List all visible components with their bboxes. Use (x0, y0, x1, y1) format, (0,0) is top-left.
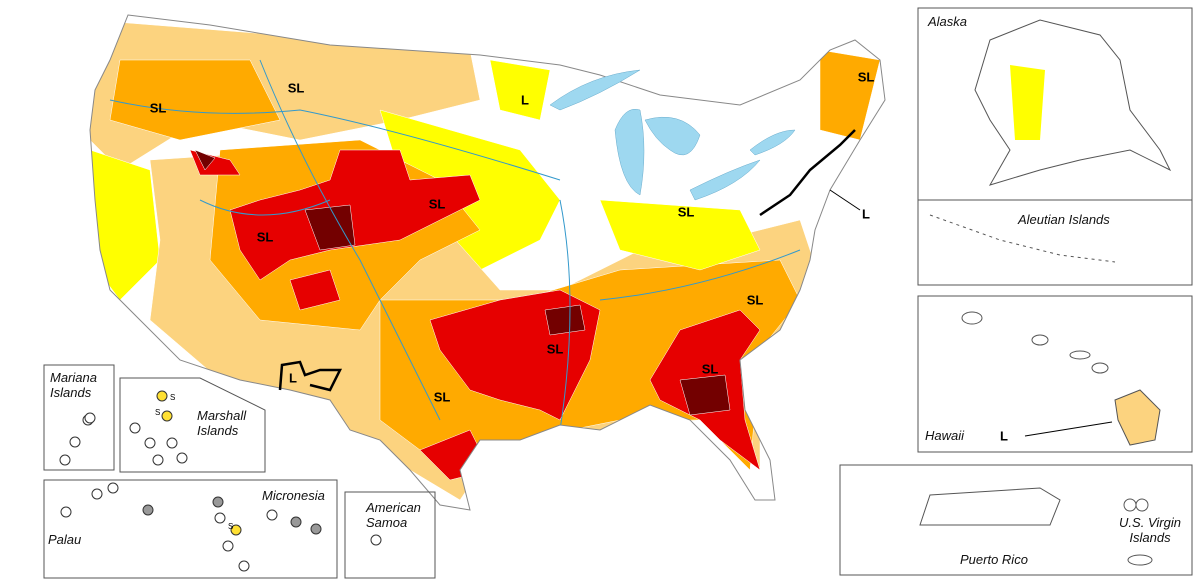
drought-area (109, 59, 281, 141)
drought-area (289, 269, 341, 311)
drought-area (229, 149, 481, 281)
status-label: S (170, 393, 176, 402)
drought-area (60, 506, 72, 518)
impact-label: L (521, 92, 529, 108)
drought-area (90, 19, 481, 171)
leader-line (1024, 421, 1113, 437)
impact-label: L (1000, 428, 1008, 444)
drought-area (156, 390, 168, 402)
drought-area (304, 204, 356, 251)
drought-area (144, 437, 156, 449)
drought-area (161, 410, 173, 422)
drought-area (489, 59, 551, 121)
island-outlines (919, 19, 1172, 566)
impact-label: SL (746, 292, 764, 308)
drought-area (194, 149, 216, 171)
inset-label: Palau (48, 532, 82, 547)
drought-area (109, 99, 561, 181)
impact-label: L (289, 370, 297, 386)
drought-area (129, 422, 141, 434)
inset-label: Hawaii (925, 428, 965, 443)
inset-label: Marshall Islands (197, 408, 247, 438)
drought-area (199, 199, 331, 216)
impact-label: SL (149, 100, 167, 116)
drought-area (599, 199, 761, 271)
impact-label: SL (428, 196, 446, 212)
drought-area (819, 49, 881, 141)
impact-label: SL (857, 69, 875, 85)
drought-area (212, 496, 224, 508)
drought-area (238, 560, 250, 572)
drought-area (559, 199, 571, 431)
pacific-islands (59, 390, 382, 572)
drought-area (176, 452, 188, 464)
drought-area (290, 516, 302, 528)
drought-area (214, 512, 226, 524)
impact-label: SL (287, 80, 305, 96)
drought-area (259, 59, 441, 421)
drought-area (230, 524, 242, 536)
impact-label: L (862, 206, 870, 222)
drought-area (679, 374, 731, 416)
us-outline (89, 14, 886, 511)
drought-area (266, 509, 278, 521)
inset-label: Puerto Rico (960, 552, 1028, 567)
inset-label: Aleutian Islands (1018, 212, 1110, 227)
drought-area (69, 436, 81, 448)
impact-label: SL (433, 389, 451, 405)
inset-label: American Samoa (366, 500, 421, 530)
impact-label: SL (256, 229, 274, 245)
drought-area (222, 540, 234, 552)
leader-line (829, 189, 861, 211)
inset-frames (43, 7, 1193, 579)
great-lakes (549, 69, 796, 201)
inset-label: Mariana Islands (50, 370, 97, 400)
impact-label: SL (546, 341, 564, 357)
impact-boundaries (278, 129, 856, 392)
drought-area (370, 534, 382, 546)
inset-label: Micronesia (262, 488, 325, 503)
drought-area (84, 412, 96, 424)
drought-area (599, 249, 801, 301)
drought-area (166, 437, 178, 449)
drought-area (90, 149, 161, 301)
impact-label: SL (677, 204, 695, 220)
inset-label: Alaska (928, 14, 968, 29)
status-label: S (155, 408, 161, 417)
status-label: S (228, 522, 234, 531)
drought-area (142, 504, 154, 516)
drought-area (152, 454, 164, 466)
impact-label: SL (701, 361, 719, 377)
drought-area (91, 488, 103, 500)
inset-label: U.S. Virgin Islands (1119, 515, 1181, 545)
drought-area (107, 482, 119, 494)
drought-area (310, 523, 322, 535)
drought-area (544, 304, 586, 336)
drought-area (59, 454, 71, 466)
